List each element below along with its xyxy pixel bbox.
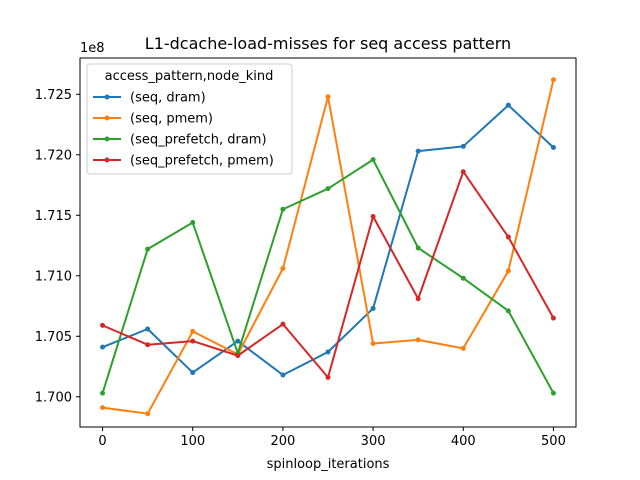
data-point-2-7 bbox=[415, 245, 421, 251]
data-point-0-6 bbox=[370, 305, 376, 311]
legend-label: (seq, pmem) bbox=[130, 112, 213, 127]
legend-frame bbox=[86, 63, 293, 175]
data-point-0-2 bbox=[190, 370, 196, 376]
data-point-3-9 bbox=[505, 234, 511, 240]
x-tick-label: 500 bbox=[541, 434, 566, 449]
data-point-0-8 bbox=[460, 143, 466, 149]
x-tick-label: 0 bbox=[98, 434, 106, 449]
data-point-3-4 bbox=[280, 321, 286, 327]
chart-title: L1-dcache-load-misses for seq access pat… bbox=[145, 34, 511, 53]
legend-title: access_pattern,node_kind bbox=[105, 69, 274, 84]
x-axis-label: spinloop_iterations bbox=[267, 457, 390, 472]
data-point-3-1 bbox=[145, 342, 151, 348]
data-point-1-10 bbox=[550, 77, 556, 83]
data-point-3-3 bbox=[235, 353, 241, 359]
legend-swatch-marker bbox=[104, 94, 110, 100]
x-tick-label: 200 bbox=[270, 434, 295, 449]
y-tick-label: 1.720 bbox=[35, 148, 72, 163]
series-line-3 bbox=[101, 170, 555, 379]
data-point-0-7 bbox=[415, 148, 421, 154]
data-point-1-2 bbox=[190, 328, 196, 334]
data-point-3-6 bbox=[370, 213, 376, 219]
data-point-1-9 bbox=[505, 268, 511, 274]
legend-swatch-marker bbox=[104, 157, 110, 163]
legend-swatch-marker bbox=[104, 136, 110, 142]
data-point-2-1 bbox=[145, 246, 151, 252]
data-point-1-7 bbox=[415, 337, 421, 343]
series-line-2 bbox=[101, 158, 555, 395]
data-point-1-6 bbox=[370, 341, 376, 347]
legend-label: (seq, dram) bbox=[130, 91, 206, 106]
data-point-0-10 bbox=[550, 145, 556, 151]
y-offset-label: 1e8 bbox=[80, 41, 105, 56]
plot-area: 0 100 200 300 400 500 1.700 1.705 1.710 1.715 1.72… bbox=[35, 57, 577, 449]
legend: access_pattern,node_kind (seq, dram)(seq… bbox=[86, 63, 293, 175]
data-point-1-4 bbox=[280, 266, 286, 272]
data-point-1-0 bbox=[100, 405, 106, 411]
data-point-2-4 bbox=[280, 206, 286, 212]
data-point-3-2 bbox=[190, 338, 196, 344]
legend-swatch-marker bbox=[104, 115, 110, 121]
legend-label: (seq_prefetch, dram) bbox=[130, 133, 267, 148]
data-point-2-2 bbox=[190, 220, 196, 226]
data-point-2-5 bbox=[325, 186, 331, 192]
y-tick-label: 1.715 bbox=[35, 209, 72, 224]
data-point-3-7 bbox=[415, 296, 421, 302]
data-point-0-0 bbox=[100, 344, 106, 350]
data-point-3-5 bbox=[325, 374, 331, 380]
x-tick-label: 300 bbox=[361, 434, 386, 449]
data-point-2-8 bbox=[460, 275, 466, 281]
data-point-1-5 bbox=[325, 94, 331, 100]
y-tick-label: 1.710 bbox=[35, 269, 72, 284]
data-point-3-8 bbox=[460, 169, 466, 175]
axes-frame bbox=[79, 57, 577, 428]
data-point-2-0 bbox=[100, 390, 106, 396]
legend-label: (seq_prefetch, pmem) bbox=[130, 154, 274, 169]
data-point-0-5 bbox=[325, 349, 331, 355]
data-point-1-1 bbox=[145, 411, 151, 417]
x-tick-label: 100 bbox=[180, 434, 205, 449]
data-point-3-0 bbox=[100, 322, 106, 328]
legend-entries: (seq, dram) (seq, pmem) (seq_prefetch, dra… bbox=[93, 91, 274, 169]
data-point-0-9 bbox=[505, 102, 511, 108]
y-tick-label: 1.725 bbox=[35, 88, 72, 103]
data-point-0-3 bbox=[235, 338, 241, 344]
data-point-2-9 bbox=[505, 308, 511, 314]
data-point-0-4 bbox=[280, 372, 286, 378]
data-point-0-1 bbox=[145, 326, 151, 332]
y-tick-label: 1.700 bbox=[35, 390, 72, 405]
data-point-2-6 bbox=[370, 157, 376, 163]
data-point-1-8 bbox=[460, 345, 466, 351]
data-point-3-10 bbox=[550, 315, 556, 321]
y-tick-label: 1.705 bbox=[35, 330, 72, 345]
x-tick-label: 400 bbox=[451, 434, 476, 449]
data-point-2-10 bbox=[550, 390, 556, 396]
